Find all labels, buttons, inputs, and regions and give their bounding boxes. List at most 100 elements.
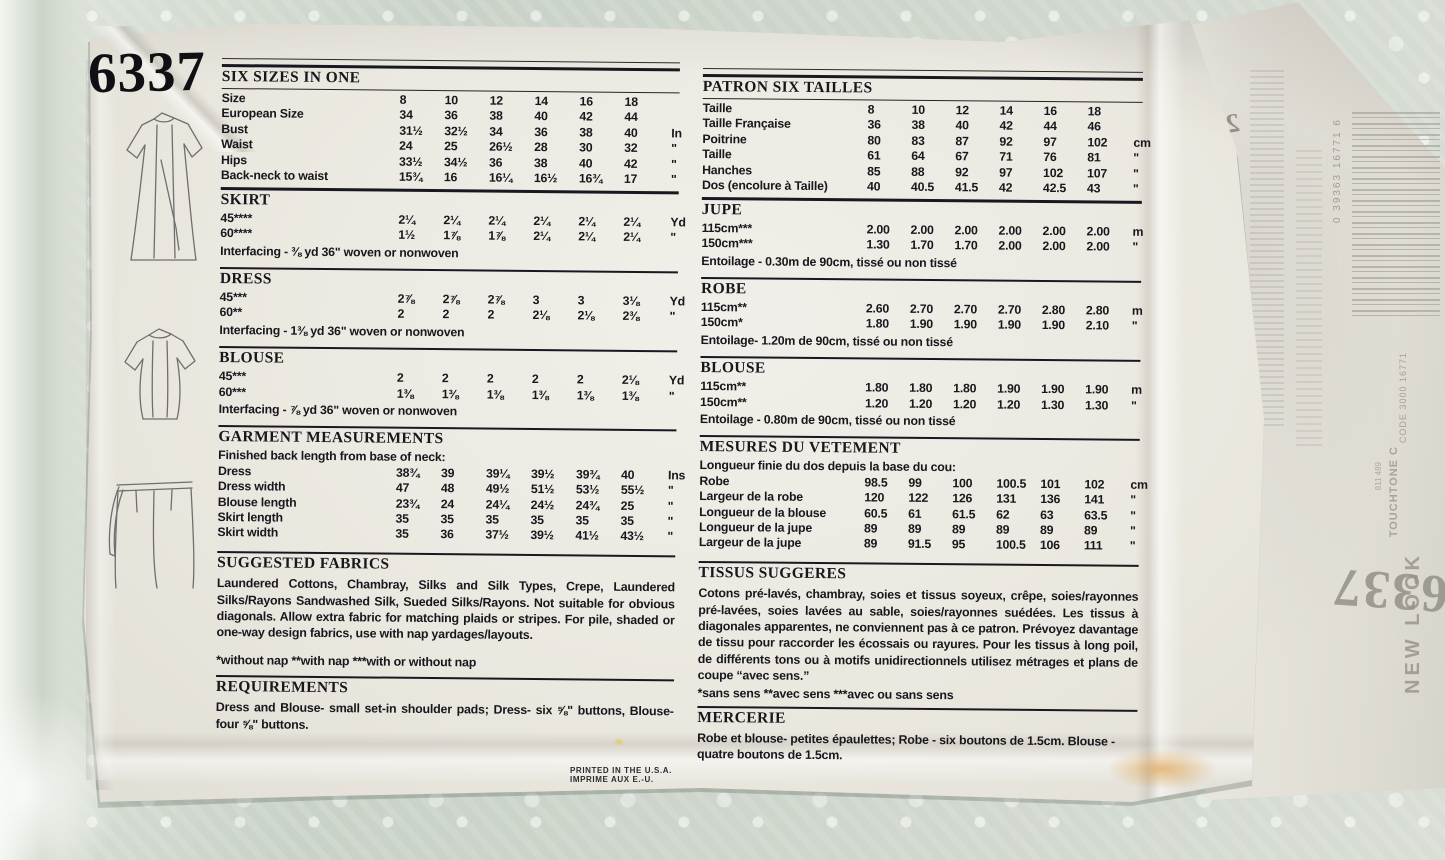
section-blouse: BLOUSE 45*** 2 2 2 2 2 2⅛ Yd 60*** 1⅜ 1⅜ 1⅜ 1⅜ 1⅜… (218, 345, 684, 422)
cell-value: 1.80 (953, 381, 977, 396)
paper-crease (96, 540, 236, 790)
row-values: 15¾ 16 16¼ 16½ 16¾ 17 (399, 170, 669, 188)
cell-value: 49½ (485, 481, 510, 496)
cell-value: 136 (1040, 492, 1061, 507)
cell-value: 55½ (620, 482, 645, 498)
section-suggested-fabrics: SUGGESTED FABRICS Laundered Cottons, Cha… (216, 550, 676, 671)
cell-value: 44 (1043, 119, 1057, 134)
cell-value: 41½ (575, 528, 599, 543)
cell-value: 2.00 (1086, 224, 1110, 239)
row-unit: " (670, 156, 677, 171)
cell-value: 2⅞ (442, 292, 460, 307)
cell-value: 89 (907, 521, 922, 536)
row-unit: " (667, 483, 674, 498)
cell-value: 24½ (530, 497, 555, 512)
cell-value: 1.90 (953, 317, 977, 332)
cell-value: 38 (579, 125, 593, 140)
row-values: 1.30 1.70 1.70 2.00 2.00 2.00 (866, 238, 1130, 256)
section-skirt: SKIRT 45**** 2¼ 2¼ 2¼ 2¼ 2¼ 2¼ Yd 60**** 1½ 1⅞… (220, 187, 686, 263)
cell-value: 1.70 (954, 238, 978, 253)
row-unit: " (1133, 166, 1139, 181)
cell-value: 102 (1084, 477, 1105, 492)
table-row: 150cm*** 1.30 1.70 1.70 2.00 2.00 2.00 " (701, 236, 1141, 255)
cell-value: 25 (620, 498, 635, 513)
stain-mark (614, 738, 624, 746)
row-unit: In (671, 126, 682, 141)
nap-footnote: *without nap **with nap ***with or witho… (216, 652, 477, 670)
cell-value: 2¼ (398, 212, 416, 227)
row-unit: " (1130, 492, 1136, 507)
row-unit: " (669, 309, 676, 324)
cell-value: 91.5 (907, 537, 932, 552)
cell-value: 102 (1087, 135, 1108, 150)
interfacing-note: Interfacing - 1⅜ yd 36" woven or nonwove… (219, 322, 465, 340)
cell-value: 24¾ (575, 497, 600, 513)
cell-value: 2.00 (1042, 223, 1066, 238)
cell-value: 10 (444, 93, 458, 108)
cell-value: 2.00 (866, 222, 890, 237)
row-label: 60** (219, 305, 243, 320)
cell-value: 1.80 (865, 380, 889, 395)
cell-value: 40 (578, 155, 593, 171)
cell-value: 1.20 (997, 397, 1021, 412)
cell-value: 2 (396, 370, 404, 385)
section-requirements: REQUIREMENTS Dress and Blouse- small set… (215, 674, 675, 737)
cell-value: 38 (489, 108, 503, 123)
row-label: 115cm** (700, 299, 747, 315)
cell-value: 122 (908, 490, 929, 506)
entoilage-note: Entoilage - 0.80m de 90cm, tissé ou non … (699, 411, 956, 429)
cell-value: 18 (624, 94, 638, 109)
section-patron-six-tailles: PATRON SIX TAILLES Taille 8 10 12 14 16 18 Ta… (702, 68, 1151, 197)
row-label: Longueur de la jupe (698, 519, 813, 535)
cell-value: 141 (1084, 492, 1105, 507)
cell-value: 2 (487, 307, 495, 322)
row-label: Bust (221, 121, 248, 136)
cell-value: 2¼ (623, 229, 641, 245)
row-unit: Yd (670, 215, 686, 230)
cell-value: 16¾ (578, 171, 603, 186)
cell-value: 62 (996, 507, 1010, 522)
section-robe: ROBE 115cm** 2.60 2.70 2.70 2.70 2.80 2.80 m … (700, 276, 1143, 352)
row-unit: " (667, 529, 674, 544)
row-label: European Size (221, 106, 304, 122)
row-label: Blouse length (217, 494, 297, 510)
row-values: 1⅜ 1⅜ 1⅜ 1⅜ 1⅜ 1⅜ (397, 386, 667, 404)
english-column: SIX SIZES IN ONE Size 8 10 12 14 16 18 Europe… (215, 58, 686, 737)
row-label: 115cm** (700, 379, 747, 394)
cell-value: 102 (1043, 165, 1064, 180)
cell-value: 111 (1083, 538, 1103, 553)
cell-value: 51½ (530, 482, 555, 497)
row-label: 45**** (220, 210, 253, 225)
cell-value: 2.70 (953, 302, 978, 317)
row-label: 60*** (218, 384, 246, 399)
row-label: 150cm* (700, 315, 743, 330)
barcode-digits: 0 39363 16771 6 (1332, 118, 1343, 224)
row-unit: " (1132, 181, 1139, 196)
section-title: GARMENT MEASUREMENTS (218, 428, 444, 448)
cell-value: 1⅞ (443, 228, 461, 243)
cell-value: 2 (486, 371, 494, 386)
cell-value: 89 (1083, 523, 1098, 538)
cell-value: 12 (955, 103, 969, 118)
row-unit: " (671, 141, 677, 156)
cell-value: 48 (440, 481, 455, 496)
cell-value: 34½ (443, 154, 468, 169)
row-unit: " (670, 230, 677, 245)
row-unit: m (1132, 224, 1144, 239)
table-row: 150cm* 1.80 1.90 1.90 1.90 1.90 2.10 " (701, 315, 1141, 334)
requirements-text: Dress and Blouse- small set-in shoulder … (215, 700, 674, 732)
cell-value: 16 (443, 170, 458, 185)
cell-value: 47 (395, 480, 410, 495)
section-title: BLOUSE (700, 359, 766, 377)
cell-value: 98.5 (864, 475, 888, 490)
cell-value: 35 (575, 513, 589, 528)
row-unit (669, 111, 703, 127)
barcode-showthrough (1352, 112, 1440, 317)
cell-value: 1.20 (909, 396, 933, 411)
cell-value: 18 (1087, 104, 1101, 119)
cell-value: 126 (952, 491, 973, 506)
row-unit (1132, 105, 1162, 121)
cell-value: 1⅜ (396, 386, 414, 401)
section-title: SIX SIZES IN ONE (221, 67, 361, 86)
